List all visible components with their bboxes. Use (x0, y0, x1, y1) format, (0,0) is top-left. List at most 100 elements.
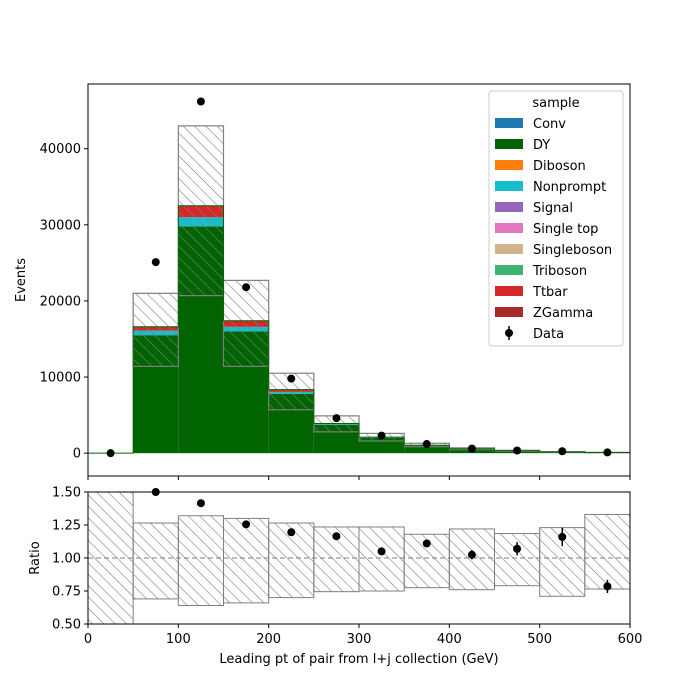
ratio-point (377, 547, 386, 556)
legend-swatch (495, 202, 523, 212)
x-tick-label: 400 (437, 632, 462, 647)
data-point (332, 414, 341, 423)
legend-item-diboson: Diboson (495, 159, 586, 174)
ratio-band-bin (494, 533, 541, 587)
data-points (106, 97, 612, 458)
legend-label: Single top (533, 222, 598, 237)
ratio-band-bin (177, 515, 224, 607)
ratio-y-tick-label: 1.00 (52, 552, 81, 567)
legend-label: Singleboson (533, 243, 612, 258)
ratio-band-bin (584, 513, 630, 590)
legend-item-singleboson: Singleboson (495, 243, 612, 258)
legend-label: Triboson (532, 264, 587, 279)
ratio-y-tick-label: 0.75 (52, 585, 81, 600)
x-tick-label: 0 (84, 632, 92, 647)
legend-swatch (495, 265, 523, 275)
y-tick-label: 30000 (40, 218, 81, 233)
legend-marker (505, 329, 513, 337)
legend-items: Conv DY Diboson Nonprompt Signal Single top Si… (495, 117, 612, 342)
ratio-point (558, 532, 567, 541)
main-y-axis-label: Events (14, 258, 29, 302)
legend-swatch (495, 139, 523, 149)
legend-item-ttbar: Ttbar (495, 285, 568, 300)
x-axis-label: Leading pt of pair from l+j collection (… (219, 652, 498, 667)
data-point (513, 446, 522, 455)
data-point (603, 448, 612, 457)
legend-label: Data (533, 327, 564, 342)
x-tick-label: 200 (256, 632, 281, 647)
legend-label: Signal (533, 201, 573, 216)
legend-swatch (495, 181, 523, 191)
ratio-point (287, 528, 296, 537)
ratio-uncertainty-band (88, 492, 630, 624)
ratio-y-ticks: 0.50 0.75 1.00 1.25 1.50 (52, 486, 88, 633)
x-tick-label: 500 (527, 632, 552, 647)
legend-label: Diboson (533, 159, 586, 174)
x-tick-label: 300 (347, 632, 372, 647)
y-tick-label: 40000 (40, 142, 81, 157)
legend-label: DY (533, 138, 550, 153)
main-y-ticks: 0 10000 20000 30000 40000 (40, 142, 88, 462)
main-x-ticks (87, 476, 631, 480)
x-tick-label: 600 (618, 632, 643, 647)
ratio-point (332, 532, 341, 541)
main-histogram-panel: 0 10000 20000 30000 40000 Events (14, 83, 631, 480)
legend-item-zgamma: ZGamma (495, 306, 593, 321)
uncertainty-bin (132, 292, 179, 367)
data-point (467, 444, 476, 453)
ratio-band-bin (448, 528, 496, 591)
ratio-x-ticks: 0 100 200 300 400 500 600 (84, 624, 643, 647)
legend-item-dy: DY (495, 138, 550, 153)
data-point (151, 258, 160, 267)
legend-swatch (495, 118, 523, 128)
x-tick-label: 100 (166, 632, 191, 647)
ratio-panel: 0.50 0.75 1.00 1.25 1.50 0 100 200 300 400 500 600… (28, 486, 643, 668)
ratio-band-bin (358, 526, 405, 592)
y-tick-label: 10000 (40, 371, 81, 386)
data-point (377, 431, 386, 440)
legend-swatch (495, 244, 523, 254)
uncertainty-bin (222, 279, 270, 367)
legend-label: Ttbar (532, 285, 568, 300)
legend-item-single-top: Single top (495, 222, 598, 237)
ratio-y-tick-label: 0.50 (52, 618, 81, 633)
ratio-point (422, 539, 431, 548)
ratio-y-axis-label: Ratio (28, 541, 43, 574)
legend-swatch (495, 223, 523, 233)
legend-label: ZGamma (533, 306, 593, 321)
data-point (196, 97, 205, 106)
legend-item-conv: Conv (495, 117, 566, 132)
legend-title: sample (532, 96, 579, 111)
legend-swatch (495, 307, 523, 317)
data-point (422, 440, 431, 449)
data-point (242, 283, 251, 292)
bar-dy (404, 445, 450, 454)
legend-item-nonprompt: Nonprompt (495, 180, 606, 195)
ratio-y-tick-label: 1.50 (52, 486, 81, 501)
bar-dy (359, 437, 405, 454)
legend-item-triboson: Triboson (495, 264, 587, 279)
ratio-y-tick-label: 1.25 (52, 519, 81, 534)
legend-label: Nonprompt (533, 180, 606, 195)
y-tick-label: 0 (73, 447, 81, 462)
legend-item-data: Data (505, 326, 564, 342)
ratio-point (196, 499, 205, 508)
legend-swatch (495, 160, 523, 170)
ratio-point (603, 582, 612, 591)
data-point (287, 374, 296, 383)
data-point (558, 447, 567, 456)
y-tick-label: 20000 (40, 294, 81, 309)
uncertainty-band (132, 125, 630, 454)
ratio-point (513, 544, 522, 553)
ratio-point (242, 520, 251, 529)
stack-total-step (88, 205, 630, 454)
ratio-point (467, 550, 476, 559)
legend-box (488, 90, 624, 347)
legend: sample Conv DY Diboson Nonprompt Signal Singl… (488, 90, 624, 347)
ratio-band-bin (223, 517, 270, 604)
ratio-band-bin (132, 522, 179, 600)
data-point (106, 449, 115, 458)
stack-outline (88, 205, 630, 454)
legend-item-signal: Signal (495, 201, 573, 216)
